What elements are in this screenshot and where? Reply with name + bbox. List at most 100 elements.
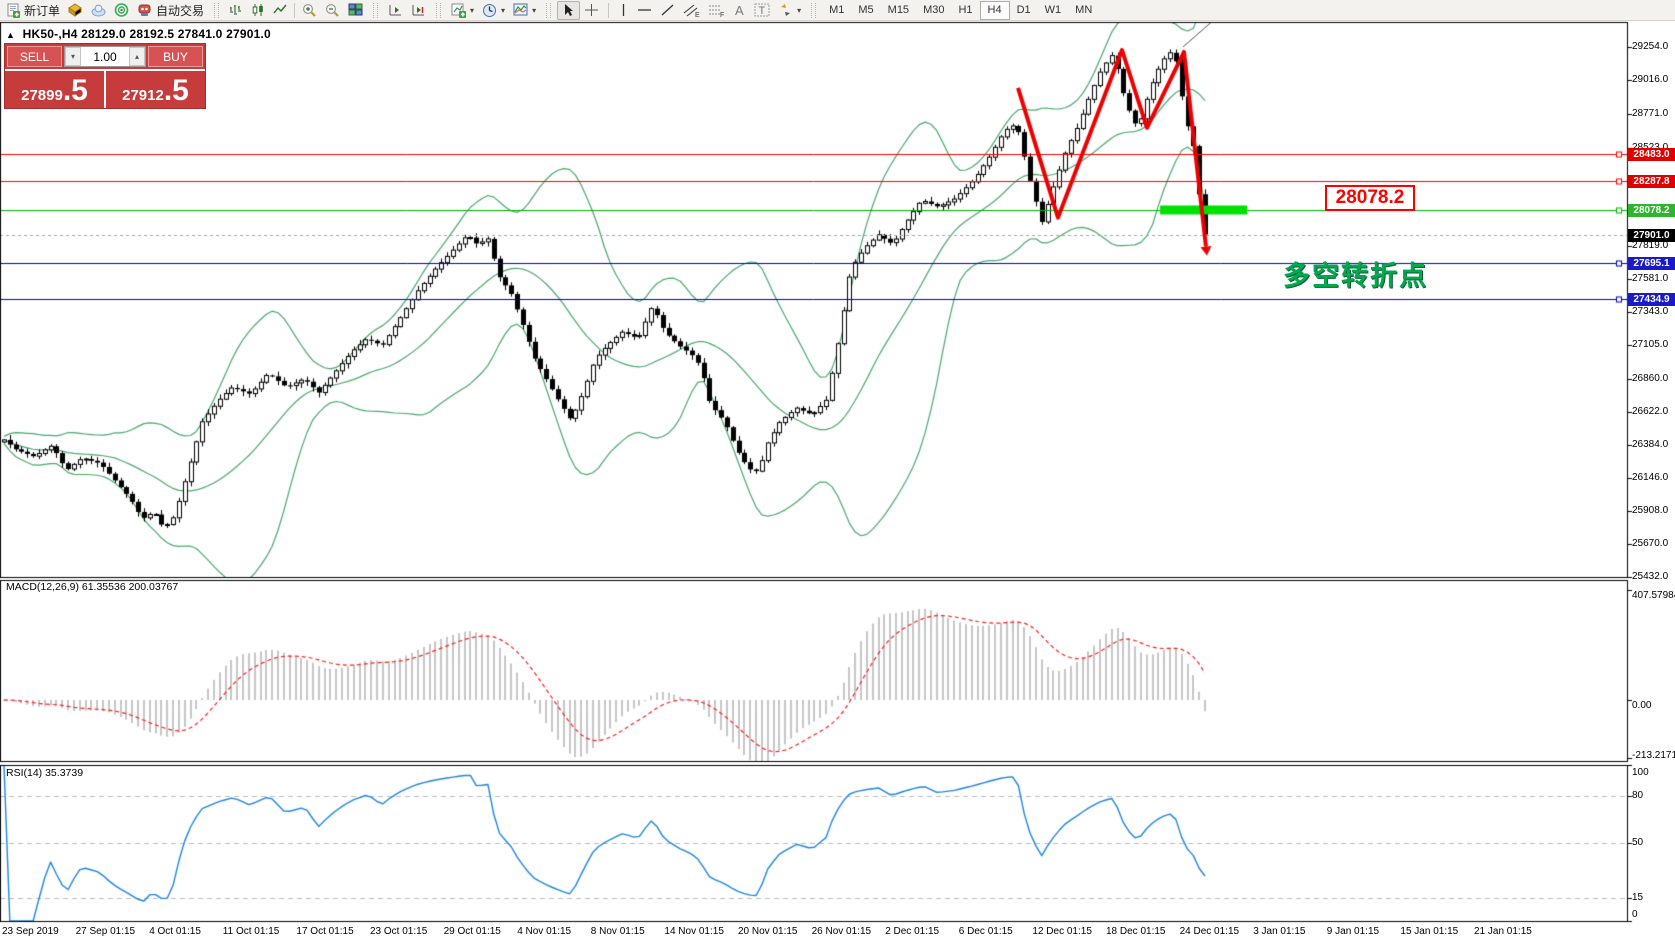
zoom-in-button[interactable] [298, 1, 321, 20]
volume-input[interactable]: 1.00 [81, 47, 129, 66]
price-tick-label[interactable]: 26384.0 [1632, 438, 1669, 450]
time-axis-label[interactable]: 23 Sep 2019 [2, 926, 59, 937]
crosshair-button[interactable] [580, 1, 603, 20]
equidistant-channel-button[interactable]: E [679, 1, 704, 20]
rsi-axis-label[interactable]: 100 [1632, 767, 1649, 778]
cursor-button[interactable] [557, 0, 581, 20]
horizontal-line-button[interactable] [633, 1, 656, 20]
macd-axis-label[interactable]: -213.2171 [1632, 750, 1675, 761]
add-indicator-button[interactable]: ▾ [447, 1, 478, 20]
timeframe-h1[interactable]: H1 [958, 4, 973, 16]
time-axis-label[interactable]: 24 Dec 01:15 [1179, 926, 1240, 937]
timeframe-d1[interactable]: D1 [1016, 4, 1031, 16]
rsi-axis-label[interactable]: 50 [1632, 837, 1644, 848]
time-axis-label[interactable]: 3 Jan 01:15 [1253, 926, 1306, 937]
timeframe-m5[interactable]: M5 [858, 4, 874, 16]
rsi-axis-label[interactable]: 0 [1632, 909, 1638, 920]
bid-int: 27899 [21, 87, 63, 104]
price-tick-label[interactable]: 27581.0 [1632, 272, 1669, 284]
bid-price[interactable]: 27899.5 [5, 71, 106, 108]
market-depth-button[interactable] [64, 1, 87, 20]
zoom-out-button[interactable] [321, 1, 344, 20]
timeframe-m1[interactable]: M1 [829, 4, 845, 16]
chart-shift-button[interactable] [384, 1, 407, 20]
text-button[interactable]: A [729, 1, 750, 20]
price-tick-label[interactable]: 26860.0 [1632, 372, 1669, 384]
timeframe-m15[interactable]: M15 [887, 4, 910, 16]
price-tick-label[interactable]: 29016.0 [1632, 73, 1669, 85]
time-axis-label[interactable]: 21 Jan 01:15 [1474, 926, 1532, 937]
time-axis-label[interactable]: 4 Nov 01:15 [517, 926, 572, 937]
templates-button[interactable]: ▾ [509, 1, 540, 20]
volume-increase-button[interactable]: ▴ [129, 47, 145, 66]
time-axis-label[interactable]: 17 Oct 01:15 [296, 926, 354, 937]
time-axis-label[interactable]: 15 Jan 01:15 [1400, 926, 1459, 937]
timeframe-mn[interactable]: MN [1075, 4, 1093, 16]
time-axis-label[interactable]: 23 Oct 01:15 [370, 926, 428, 937]
price-tick-label[interactable]: 26622.0 [1632, 405, 1669, 417]
new-order-button[interactable]: 新订单 [2, 1, 64, 20]
line-chart-button[interactable] [269, 1, 291, 20]
periods-dropdown[interactable]: ▾ [501, 5, 506, 15]
time-axis-label[interactable]: 9 Jan 01:15 [1326, 926, 1380, 937]
time-axis-label[interactable]: 20 Nov 01:15 [738, 926, 798, 937]
collapse-panel-icon[interactable]: ▲ [6, 30, 16, 40]
virtual-hosting-button[interactable] [87, 1, 110, 20]
rsi-axis-label[interactable]: 15 [1632, 891, 1644, 903]
timeframe-h4[interactable]: H4 [979, 0, 1010, 20]
candlestick-chart-button[interactable] [247, 1, 269, 20]
price-tick-label[interactable]: 25908.0 [1632, 504, 1669, 516]
toolbar-grip [436, 2, 442, 18]
templates-dropdown[interactable]: ▾ [532, 5, 537, 15]
macd-axis-label[interactable]: 407.57984 [1632, 589, 1675, 601]
time-axis-label[interactable]: 2 Dec 01:15 [885, 926, 940, 937]
turning-point-text[interactable]: 多空转折点 [1283, 261, 1428, 291]
price-tick-label[interactable]: 28523.0 [1632, 142, 1668, 153]
volume-decrease-button[interactable]: ▾ [65, 47, 81, 66]
price-tick-label[interactable]: 25432.0 [1632, 570, 1669, 582]
price-level-flag: 28287.8 [1628, 174, 1675, 188]
price-tick-label[interactable]: 27105.0 [1632, 338, 1669, 350]
time-axis-label[interactable]: 14 Nov 01:15 [664, 926, 724, 937]
macd-axis-label[interactable]: 0.00 [1632, 699, 1652, 711]
price-tick-label[interactable]: 28771.0 [1632, 107, 1669, 119]
bar-chart-button[interactable] [225, 1, 247, 20]
buy-button[interactable]: BUY [148, 46, 203, 67]
price-tick-label[interactable]: 26146.0 [1632, 471, 1669, 483]
sell-button[interactable]: SELL [7, 46, 62, 67]
price-callout-label[interactable]: 28078.2 [1325, 185, 1415, 211]
price-tick-label[interactable]: 29254.0 [1632, 40, 1669, 52]
line-chart-icon [273, 4, 287, 14]
trendline-button[interactable] [656, 1, 679, 20]
time-axis-label[interactable]: 26 Nov 01:15 [811, 926, 872, 937]
fibonacci-button[interactable]: F [704, 1, 729, 20]
time-axis-label[interactable]: 29 Oct 01:15 [443, 926, 501, 937]
time-axis-label[interactable]: 11 Oct 01:15 [222, 926, 280, 937]
time-axis-label[interactable]: 27 Sep 01:15 [75, 926, 136, 937]
timeframe-w1[interactable]: W1 [1044, 4, 1062, 16]
arrows-button[interactable]: ▾ [774, 1, 805, 20]
timeframe-m30[interactable]: M30 [923, 4, 945, 16]
ask-price[interactable]: 27912.5 [106, 71, 205, 108]
time-axis-label[interactable]: 8 Nov 01:15 [590, 926, 645, 937]
price-tick-label[interactable]: 25670.0 [1632, 537, 1669, 549]
signals-button[interactable] [110, 1, 133, 20]
time-axis-label[interactable]: 6 Dec 01:15 [958, 926, 1013, 937]
periods-button[interactable]: ▾ [478, 1, 509, 20]
rsi-axis-label[interactable]: 80 [1632, 790, 1644, 802]
add-indicator-dropdown[interactable]: ▾ [470, 5, 475, 15]
tile-windows-button[interactable] [344, 1, 367, 20]
vertical-line-button[interactable] [614, 1, 633, 20]
algo-trading-button[interactable]: 自动交易 [133, 1, 208, 20]
time-axis-label[interactable]: 12 Dec 01:15 [1032, 926, 1092, 937]
price-level-flag: 28078.2 [1628, 203, 1675, 217]
time-axis-label[interactable]: 4 Oct 01:15 [149, 926, 201, 937]
price-tick-label[interactable]: 27343.0 [1632, 305, 1669, 317]
time-axis-label[interactable]: 18 Dec 01:15 [1106, 926, 1166, 937]
arrows-dropdown[interactable]: ▾ [797, 5, 802, 15]
crosshair-icon [585, 4, 599, 16]
price-tick-label[interactable]: 27819.0 [1632, 239, 1669, 251]
text-label-button[interactable]: T [750, 1, 774, 20]
auto-scroll-button[interactable] [407, 1, 430, 20]
